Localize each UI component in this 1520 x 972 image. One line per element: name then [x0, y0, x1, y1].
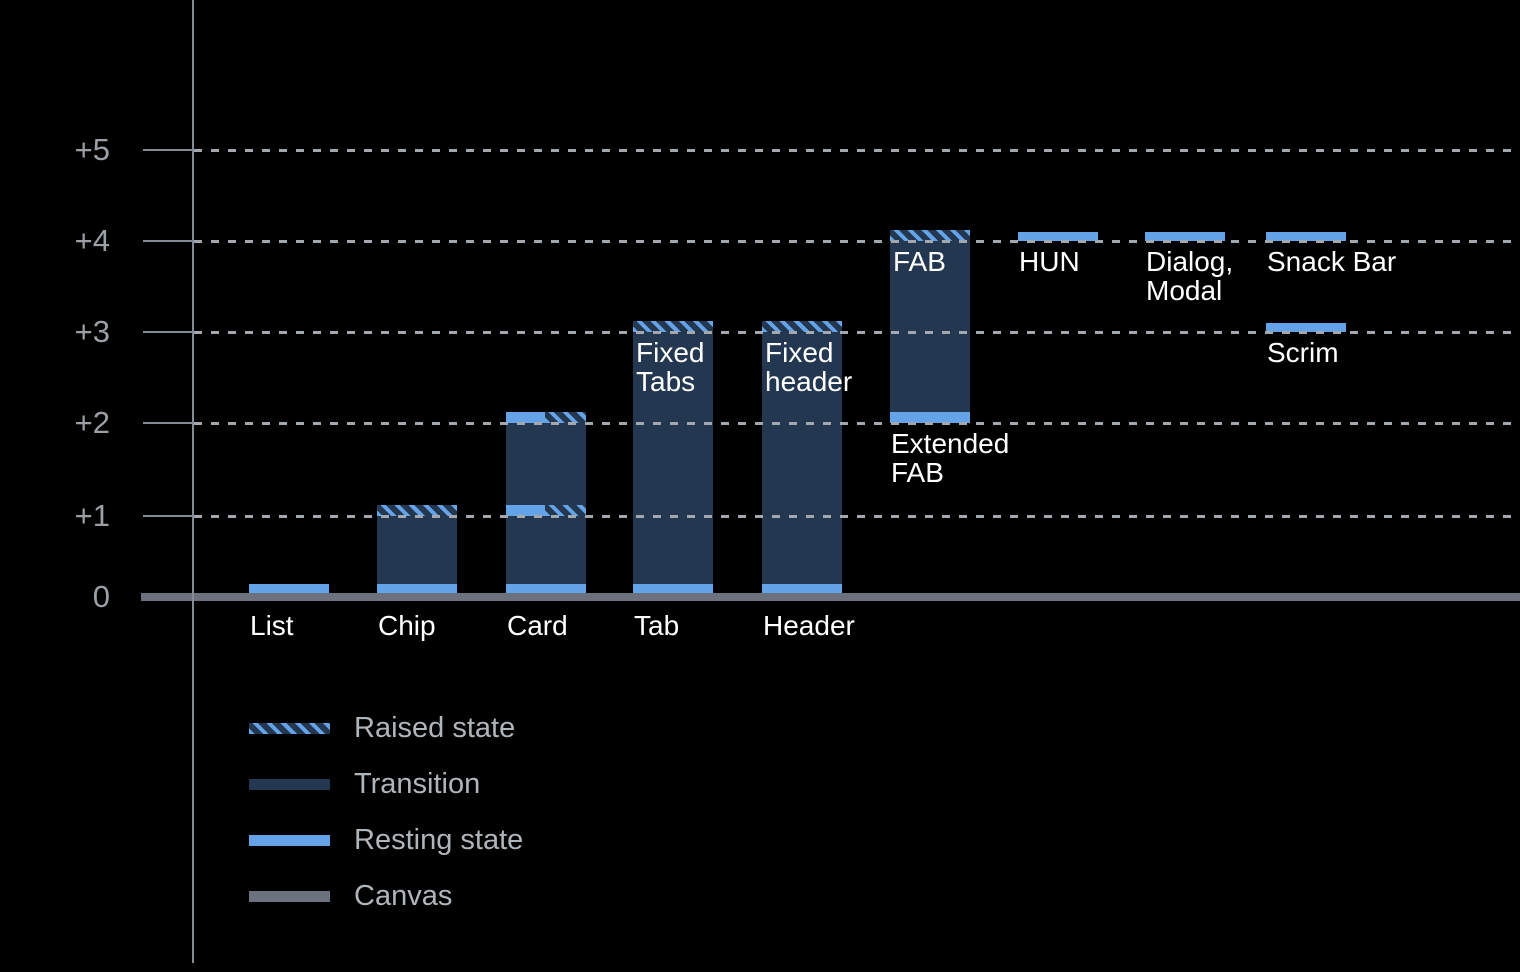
bar-tab-segment-resting — [633, 583, 713, 593]
legend-item-raised: Raised state — [249, 711, 515, 745]
bar-label-extended-fab: Extended FAB — [891, 428, 1010, 488]
legend: Raised state Transition Resting state Canva… — [249, 711, 709, 941]
bar-header-segment-resting — [762, 583, 842, 593]
bar-label-dialog-modal: Dialog, Modal — [1146, 246, 1234, 306]
y-axis-tick-label: +1 — [74, 498, 110, 533]
gridline — [194, 331, 1520, 334]
bar-extended-fab-segment-resting — [890, 412, 970, 423]
y-axis-tick — [143, 149, 193, 151]
bar-label-header: Header — [763, 610, 855, 641]
bar-header-segment-raised — [762, 321, 842, 332]
bar-label-tab: Fixed Tabs — [636, 337, 705, 397]
legend-label: Raised state — [354, 711, 516, 744]
bar-label-tab: Tab — [634, 610, 680, 641]
bar-segment-raised — [545, 412, 586, 423]
bar-card-segment-resting — [506, 583, 586, 593]
y-axis-tick-label: +3 — [74, 314, 110, 349]
bar-snack-bar-segment-resting — [1266, 231, 1346, 241]
bar-extended-fab-segment-raised — [890, 230, 970, 241]
bar-card-segment-transition — [506, 423, 586, 505]
y-axis-tick — [143, 240, 193, 242]
bar-chip-segment-transition — [377, 516, 457, 584]
bar-segment-raised — [545, 504, 586, 516]
bar-label-extended-fab: FAB — [893, 246, 946, 277]
bar-extended-fab-segment-transition — [890, 241, 970, 413]
bar-label-snack-bar: Snack Bar — [1267, 246, 1397, 277]
legend-swatch-transition — [249, 778, 330, 790]
legend-swatch-raised — [249, 722, 330, 734]
y-axis-tick — [143, 422, 193, 424]
legend-label: Canvas — [354, 879, 453, 912]
canvas-baseline — [141, 593, 1520, 601]
bar-card-segment-transition — [506, 516, 586, 584]
bar-label-header: Fixed header — [765, 337, 853, 397]
bar-card-segment-resting-raised — [506, 412, 586, 423]
bar-tab-segment-raised — [633, 321, 713, 332]
bar-segment-resting — [506, 412, 545, 423]
legend-item-transition: Transition — [249, 767, 480, 801]
legend-item-canvas: Canvas — [249, 879, 452, 913]
bar-label-hun: HUN — [1019, 246, 1080, 277]
bar-tab-segment-transition — [633, 332, 713, 584]
y-axis-line — [192, 0, 194, 963]
gridline — [194, 515, 1520, 518]
bar-scrim-segment-resting — [1266, 322, 1346, 332]
bar-dialog-modal-segment-resting — [1145, 231, 1225, 241]
legend-label: Transition — [354, 767, 481, 800]
gridline — [194, 422, 1520, 425]
legend-item-resting: Resting state — [249, 823, 523, 857]
legend-label: Resting state — [354, 823, 524, 856]
y-axis-tick-label: +4 — [74, 223, 110, 258]
y-axis-tick-label: 0 — [92, 579, 110, 614]
bar-label-list: List — [250, 610, 294, 641]
gridline — [194, 149, 1520, 152]
gridline — [194, 240, 1520, 243]
legend-swatch-resting — [249, 834, 330, 846]
legend-swatch-canvas — [249, 890, 330, 902]
bar-header-segment-transition — [762, 332, 842, 584]
bar-label-card: Card — [507, 610, 568, 641]
bar-chip-segment-resting — [377, 583, 457, 593]
bar-label-scrim: Scrim — [1267, 337, 1339, 368]
y-axis-tick — [143, 515, 193, 517]
y-axis-tick-label: +2 — [74, 405, 110, 440]
bar-segment-resting — [506, 504, 545, 516]
bar-chip-segment-raised — [377, 504, 457, 516]
bar-card-segment-resting-raised — [506, 504, 586, 516]
bar-label-chip: Chip — [378, 610, 436, 641]
y-axis-tick-label: +5 — [74, 132, 110, 167]
bar-list-segment-resting — [249, 583, 329, 593]
bar-hun-segment-resting — [1018, 231, 1098, 241]
y-axis-tick — [143, 331, 193, 333]
